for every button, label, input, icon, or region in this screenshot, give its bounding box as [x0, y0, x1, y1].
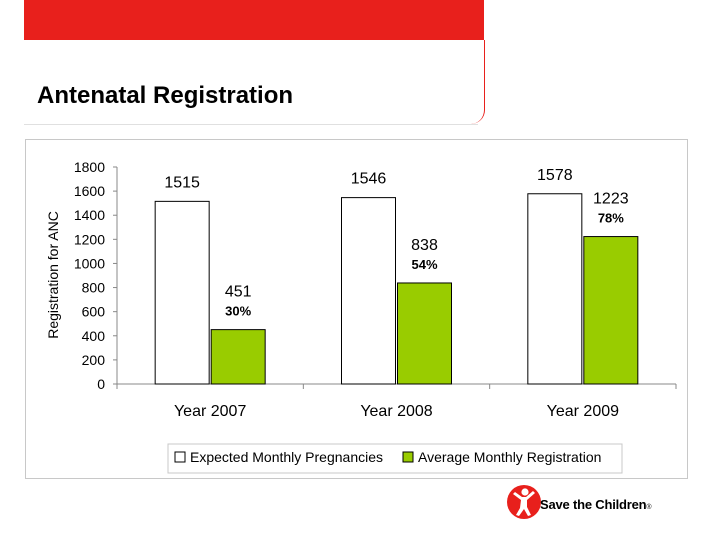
data-label-registration: 1223: [593, 191, 629, 208]
data-label-percent: 30%: [225, 304, 251, 319]
x-tick-label: Year 2007: [174, 403, 246, 420]
legend-swatch: [174, 451, 186, 463]
y-tick-label: 1600: [74, 183, 105, 199]
x-tick-label: Year 2008: [360, 403, 432, 420]
y-tick-label: 1400: [74, 207, 105, 223]
legend-entry: Expected Monthly Pregnancies: [190, 449, 383, 465]
data-label-expected: 1578: [537, 167, 573, 184]
bar-average-registration: [397, 282, 452, 385]
data-label-percent: 54%: [411, 257, 437, 272]
legend-entry: Average Monthly Registration: [418, 449, 601, 465]
data-label-registration: 838: [411, 237, 438, 254]
brand-text: Save the Children: [540, 497, 647, 512]
bar-expected-pregnancies: [341, 197, 396, 385]
y-tick-label: 1000: [74, 255, 105, 271]
x-tick-label: Year 2009: [547, 403, 619, 420]
chart-axes: [116, 167, 676, 385]
data-label-percent: 78%: [598, 211, 624, 226]
brand-mark: ®: [646, 504, 652, 511]
data-label-expected: 1515: [164, 174, 200, 191]
bar-expected-pregnancies: [154, 200, 210, 385]
page-title: Antenatal Registration: [37, 82, 294, 109]
y-tick-label: 1200: [74, 231, 105, 247]
legend-swatch: [402, 451, 414, 463]
y-axis-label: Registration for ANC: [45, 211, 61, 339]
brand-name: Save the Children®: [540, 497, 652, 512]
bar-average-registration: [210, 329, 266, 385]
x-tick-labels: Year 2007 Year 2008 Year 2009: [116, 384, 677, 420]
y-tick-labels: 0 200 400 600 800 1000 1200 1400 1600 1800: [74, 159, 117, 392]
y-tick-label: 1800: [74, 159, 105, 175]
y-tick-label: 600: [82, 304, 106, 320]
y-tick-label: 800: [82, 280, 106, 296]
y-tick-label: 0: [97, 376, 105, 392]
chart-bars: [154, 193, 639, 385]
chart-legend: Expected Monthly Pregnancies Average Mont…: [167, 443, 623, 474]
save-the-children-figure-icon: [507, 485, 541, 519]
data-label-expected: 1546: [351, 171, 387, 188]
title-underline: [24, 124, 478, 125]
y-tick-label: 200: [82, 352, 106, 368]
y-tick-label: 400: [82, 328, 106, 344]
data-label-registration: 451: [225, 284, 252, 301]
header-red-band: [24, 0, 484, 40]
title-frame: [24, 40, 485, 124]
legend-frame: [167, 443, 623, 474]
data-labels: 1515 451 30% 1546 838 54% 1578 1223 78%: [164, 167, 628, 319]
bar-average-registration: [583, 236, 639, 385]
bar-expected-pregnancies: [527, 193, 583, 385]
